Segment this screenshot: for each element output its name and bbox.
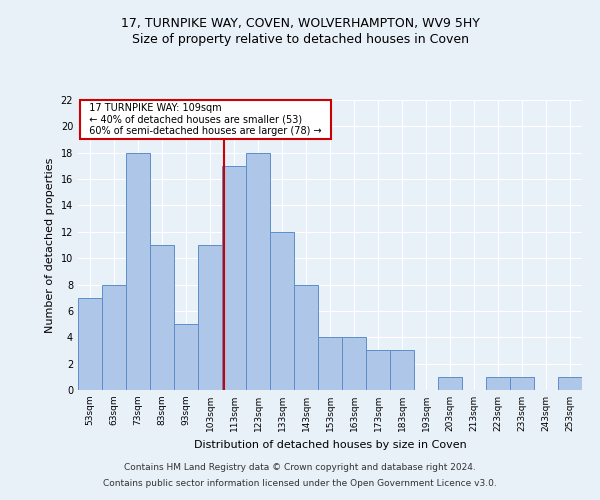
Bar: [150, 245, 174, 390]
Bar: [294, 284, 318, 390]
Text: Size of property relative to detached houses in Coven: Size of property relative to detached ho…: [131, 32, 469, 46]
X-axis label: Distribution of detached houses by size in Coven: Distribution of detached houses by size …: [194, 440, 466, 450]
Text: Contains public sector information licensed under the Open Government Licence v3: Contains public sector information licen…: [103, 478, 497, 488]
Bar: [510, 377, 534, 390]
Y-axis label: Number of detached properties: Number of detached properties: [45, 158, 55, 332]
Text: Contains HM Land Registry data © Crown copyright and database right 2024.: Contains HM Land Registry data © Crown c…: [124, 464, 476, 472]
Bar: [246, 152, 270, 390]
Bar: [390, 350, 414, 390]
Bar: [126, 152, 150, 390]
Bar: [270, 232, 294, 390]
Bar: [558, 377, 582, 390]
Bar: [366, 350, 390, 390]
Bar: [486, 377, 510, 390]
Text: 17, TURNPIKE WAY, COVEN, WOLVERHAMPTON, WV9 5HY: 17, TURNPIKE WAY, COVEN, WOLVERHAMPTON, …: [121, 18, 479, 30]
Bar: [222, 166, 246, 390]
Bar: [174, 324, 198, 390]
Text: 17 TURNPIKE WAY: 109sqm  
  ← 40% of detached houses are smaller (53)  
  60% of: 17 TURNPIKE WAY: 109sqm ← 40% of detache…: [83, 103, 328, 136]
Bar: [342, 338, 366, 390]
Bar: [78, 298, 102, 390]
Bar: [438, 377, 462, 390]
Bar: [102, 284, 126, 390]
Bar: [318, 338, 342, 390]
Bar: [198, 245, 222, 390]
